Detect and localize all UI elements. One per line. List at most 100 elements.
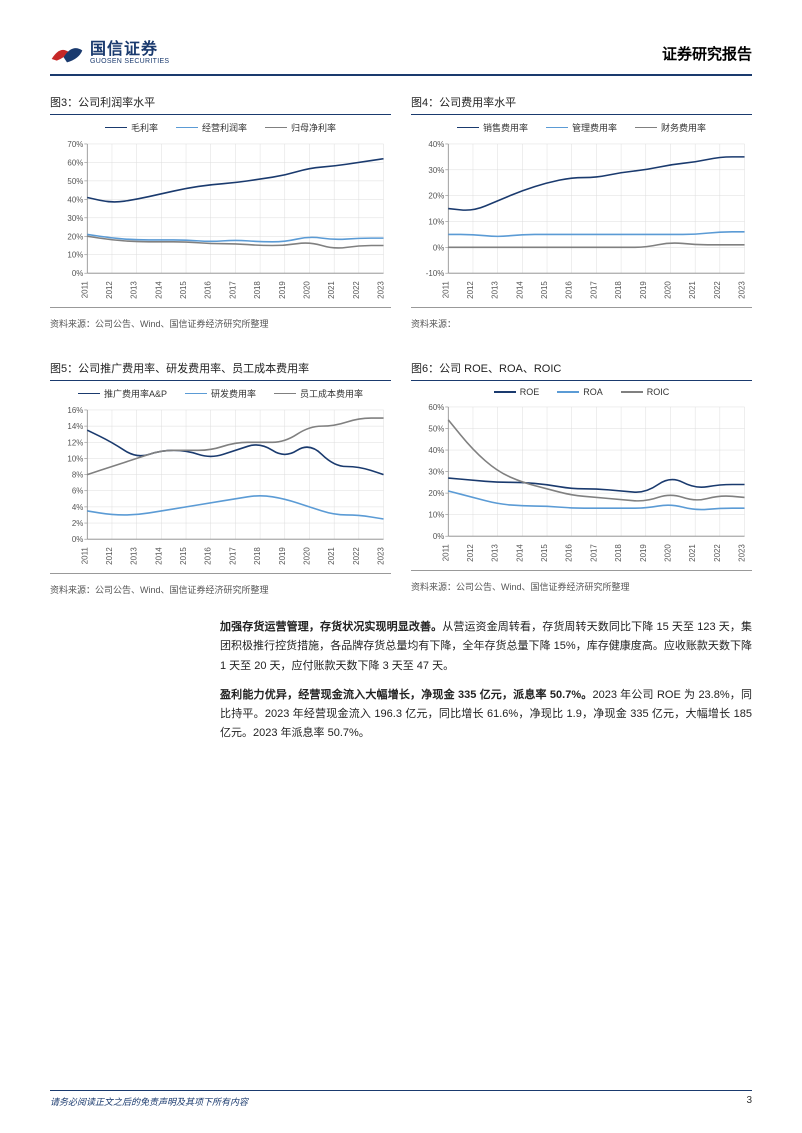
logo-text-cn: 国信证券 bbox=[90, 42, 169, 58]
svg-text:2019: 2019 bbox=[639, 544, 648, 562]
svg-text:2013: 2013 bbox=[130, 547, 139, 565]
chart-grid: 图3：公司利润率水平 毛利率经营利润率归母净利率 0% 10% 20% 30% 40% 5… bbox=[50, 94, 752, 596]
svg-text:0%: 0% bbox=[433, 532, 444, 541]
svg-text:2023: 2023 bbox=[738, 544, 747, 562]
svg-text:2016: 2016 bbox=[565, 281, 574, 299]
svg-text:30%: 30% bbox=[67, 214, 83, 223]
chart-4-svg: -10%0%10%20%30%40%2011201220132014201520… bbox=[411, 138, 752, 308]
svg-text:2018: 2018 bbox=[253, 547, 262, 565]
svg-text:2016: 2016 bbox=[204, 547, 213, 565]
svg-text:0%: 0% bbox=[72, 269, 83, 278]
svg-text:2018: 2018 bbox=[614, 281, 623, 299]
svg-text:12%: 12% bbox=[67, 438, 83, 447]
svg-text:2016: 2016 bbox=[565, 544, 574, 562]
svg-text:2015: 2015 bbox=[540, 544, 549, 562]
svg-text:2014: 2014 bbox=[154, 547, 163, 565]
svg-text:2023: 2023 bbox=[377, 281, 386, 299]
svg-text:2012: 2012 bbox=[105, 281, 114, 299]
svg-text:2023: 2023 bbox=[377, 547, 386, 565]
chart-3-svg: 0%10%20%30%40%50%60%70%20112012201320142… bbox=[50, 138, 391, 308]
svg-text:2016: 2016 bbox=[204, 281, 213, 299]
svg-text:10%: 10% bbox=[67, 251, 83, 260]
chart-5-legend: 推广费用率A&P研发费用率员工成本费用率 bbox=[50, 387, 391, 400]
chart-3-block: 图3：公司利润率水平 毛利率经营利润率归母净利率 0%10%20%30%40%5… bbox=[50, 94, 391, 330]
svg-text:2013: 2013 bbox=[130, 281, 139, 299]
paragraph-2: 盈利能力优异，经营现金流入大幅增长，净现金 335 亿元，派息率 50.7%。2… bbox=[220, 686, 752, 744]
svg-text:50%: 50% bbox=[428, 424, 444, 433]
svg-text:20%: 20% bbox=[428, 489, 444, 498]
svg-text:2014: 2014 bbox=[515, 281, 524, 299]
chart-3-legend: 毛利率经营利润率归母净利率 bbox=[50, 121, 391, 134]
svg-text:2011: 2011 bbox=[441, 281, 450, 299]
svg-text:2019: 2019 bbox=[639, 281, 648, 299]
svg-text:2018: 2018 bbox=[253, 281, 262, 299]
footer-page: 3 bbox=[746, 1095, 752, 1108]
chart-3-source: 资料来源：公司公告、Wind、国信证券经济研究所整理 bbox=[50, 317, 391, 330]
svg-text:40%: 40% bbox=[428, 140, 444, 149]
svg-text:20%: 20% bbox=[428, 192, 444, 201]
svg-text:2014: 2014 bbox=[515, 544, 524, 562]
report-header: 国信证券 GUOSEN SECURITIES 证券研究报告 bbox=[50, 40, 752, 76]
p2-bold: 盈利能力优异，经营现金流入大幅增长，净现金 335 亿元，派息率 50.7%。 bbox=[220, 689, 592, 701]
svg-text:8%: 8% bbox=[72, 471, 83, 480]
chart-3-title: 图3：公司利润率水平 bbox=[50, 94, 391, 115]
svg-text:10%: 10% bbox=[428, 511, 444, 520]
footer-disclaimer: 请务必阅读正文之后的免责声明及其项下所有内容 bbox=[50, 1095, 248, 1108]
svg-text:-10%: -10% bbox=[426, 269, 445, 278]
svg-text:60%: 60% bbox=[428, 403, 444, 412]
chart-5-block: 图5：公司推广费用率、研发费用率、员工成本费用率 推广费用率A&P研发费用率员工… bbox=[50, 360, 391, 596]
svg-text:2014: 2014 bbox=[154, 281, 163, 299]
svg-text:2012: 2012 bbox=[466, 544, 475, 562]
p1-bold: 加强存货运营管理，存货状况实现明显改善。 bbox=[220, 621, 442, 633]
svg-text:2017: 2017 bbox=[589, 281, 598, 299]
svg-text:2022: 2022 bbox=[713, 544, 722, 562]
svg-text:0%: 0% bbox=[433, 243, 444, 252]
svg-text:16%: 16% bbox=[67, 406, 83, 415]
svg-text:2017: 2017 bbox=[228, 547, 237, 565]
chart-6-svg: 0%10%20%30%40%50%60%20112012201320142015… bbox=[411, 401, 752, 571]
svg-text:2022: 2022 bbox=[352, 281, 361, 299]
chart-4-legend: 销售费用率管理费用率财务费用率 bbox=[411, 121, 752, 134]
svg-text:40%: 40% bbox=[67, 195, 83, 204]
svg-text:2019: 2019 bbox=[278, 547, 287, 565]
svg-text:2%: 2% bbox=[72, 519, 83, 528]
svg-text:2021: 2021 bbox=[688, 544, 697, 562]
svg-text:20%: 20% bbox=[67, 232, 83, 241]
svg-text:2021: 2021 bbox=[327, 281, 336, 299]
chart-5-svg: 0%2%4%6%8%10%12%14%16%201120122013201420… bbox=[50, 404, 391, 574]
footer: 请务必阅读正文之后的免责声明及其项下所有内容 3 bbox=[50, 1090, 752, 1108]
chart-6-legend: ROEROAROIC bbox=[411, 387, 752, 397]
logo-block: 国信证券 GUOSEN SECURITIES bbox=[50, 40, 169, 66]
chart-6-title: 图6：公司 ROE、ROA、ROIC bbox=[411, 360, 752, 381]
svg-text:2022: 2022 bbox=[352, 547, 361, 565]
svg-text:2017: 2017 bbox=[228, 281, 237, 299]
chart-5-source: 资料来源：公司公告、Wind、国信证券经济研究所整理 bbox=[50, 583, 391, 596]
paragraph-1: 加强存货运营管理，存货状况实现明显改善。从营运资金周转看，存货周转天数同比下降 … bbox=[220, 618, 752, 676]
guosen-logo-icon bbox=[50, 40, 84, 66]
svg-text:2015: 2015 bbox=[540, 281, 549, 299]
svg-text:2013: 2013 bbox=[491, 281, 500, 299]
report-title: 证券研究报告 bbox=[662, 43, 752, 64]
svg-text:6%: 6% bbox=[72, 487, 83, 496]
svg-text:2012: 2012 bbox=[105, 547, 114, 565]
logo-text-en: GUOSEN SECURITIES bbox=[90, 58, 169, 65]
svg-text:2018: 2018 bbox=[614, 544, 623, 562]
svg-text:40%: 40% bbox=[428, 446, 444, 455]
svg-text:2015: 2015 bbox=[179, 547, 188, 565]
svg-text:2021: 2021 bbox=[327, 547, 336, 565]
chart-4-source: 资料来源： bbox=[411, 317, 752, 330]
svg-text:2020: 2020 bbox=[663, 544, 672, 562]
body-text: 加强存货运营管理，存货状况实现明显改善。从营运资金周转看，存货周转天数同比下降 … bbox=[220, 618, 752, 744]
svg-text:2020: 2020 bbox=[302, 281, 311, 299]
svg-text:10%: 10% bbox=[67, 454, 83, 463]
svg-text:2011: 2011 bbox=[80, 281, 89, 299]
svg-text:2019: 2019 bbox=[278, 281, 287, 299]
svg-text:60%: 60% bbox=[67, 158, 83, 167]
svg-text:2011: 2011 bbox=[80, 547, 89, 565]
svg-text:2023: 2023 bbox=[738, 281, 747, 299]
chart-6-block: 图6：公司 ROE、ROA、ROIC ROEROAROIC 0%10%20%30… bbox=[411, 360, 752, 596]
svg-text:2013: 2013 bbox=[491, 544, 500, 562]
svg-text:2020: 2020 bbox=[302, 547, 311, 565]
svg-text:4%: 4% bbox=[72, 503, 83, 512]
svg-text:0%: 0% bbox=[72, 535, 83, 544]
